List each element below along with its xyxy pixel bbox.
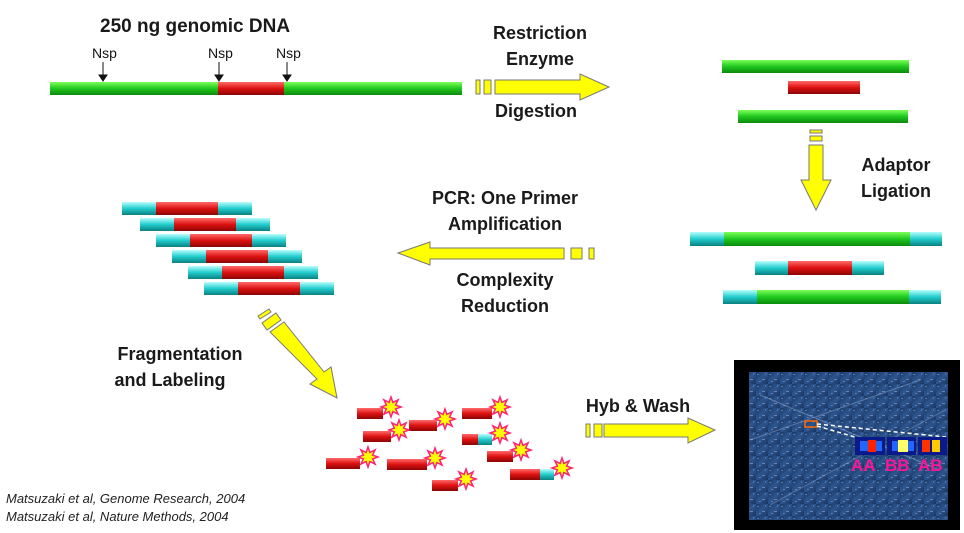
genotype-label-aa: AA <box>851 456 876 475</box>
citation-2: Matsuzaki et al, Nature Methods, 2004 <box>6 509 229 524</box>
nsp-site-arrows <box>98 62 292 82</box>
amplified-product-segment <box>140 218 174 231</box>
amplified-product-segment <box>188 266 222 279</box>
ligation-label-1: Adaptor <box>861 155 931 175</box>
amplified-product-segment <box>300 282 334 295</box>
labeled-fragment <box>510 469 540 480</box>
pcr-label-1: PCR: One Primer <box>431 188 579 208</box>
hyb-wash-arrow <box>585 417 717 444</box>
ligation-arrow <box>800 129 832 212</box>
fragmentation-label-1: Fragmentation <box>117 344 243 364</box>
amplified-product-segment <box>190 234 252 247</box>
complexity-label-2: Reduction <box>461 296 549 316</box>
label-starburst-icon <box>549 455 575 481</box>
labeled-fragment <box>462 434 478 445</box>
amplified-product-segment <box>268 250 302 263</box>
microarray-image <box>734 360 960 530</box>
amplified-product-segment <box>204 282 238 295</box>
digestion-label-mid: Enzyme <box>505 49 575 69</box>
pcr-arrow <box>396 241 595 266</box>
label-starburst-icon <box>378 394 404 420</box>
label-starburst-icon <box>487 420 513 446</box>
amplified-product-segment <box>284 266 318 279</box>
digestion-arrow <box>475 73 611 101</box>
labeled-fragment <box>409 420 437 431</box>
fragmentation-arrow <box>257 308 338 399</box>
genotype-label-bb: BB <box>885 456 910 475</box>
label-starburst-icon <box>355 444 381 470</box>
amplified-product-segment <box>156 234 190 247</box>
label-starburst-icon <box>453 466 479 492</box>
labeled-fragment-adaptor <box>478 434 492 445</box>
labeled-fragments <box>326 394 575 492</box>
digestion-label-bottom: Digestion <box>494 101 577 121</box>
pcr-label-2: Amplification <box>447 214 562 234</box>
ligated-fragments <box>690 232 942 304</box>
nsp-site-label-3: Nsp <box>276 45 301 61</box>
labeled-fragment <box>326 458 360 469</box>
amplified-product-segment <box>222 266 284 279</box>
labeled-fragment <box>357 408 383 419</box>
label-starburst-icon <box>422 445 448 471</box>
amplified-products <box>122 202 334 295</box>
amplified-product-segment <box>252 234 286 247</box>
amplified-product-segment <box>238 282 300 295</box>
labeled-fragment <box>462 408 492 419</box>
genotype-label-ab: AB <box>918 456 943 475</box>
genotype-cells <box>855 437 947 455</box>
amplified-product-segment <box>218 202 252 215</box>
amplified-product-segment <box>236 218 270 231</box>
amplified-product-segment <box>174 218 236 231</box>
nsp-site-label-1: Nsp <box>92 45 117 61</box>
complexity-label-1: Complexity <box>456 270 554 290</box>
citation-1: Matsuzaki et al, Genome Research, 2004 <box>6 491 246 506</box>
labeled-fragment-adaptor <box>540 469 554 480</box>
label-starburst-icon <box>487 394 513 420</box>
label-starburst-icon <box>508 437 534 463</box>
labeled-fragment <box>487 451 513 462</box>
amplified-product-segment <box>206 250 268 263</box>
amplified-product-segment <box>172 250 206 263</box>
digestion-label-top: Restriction <box>492 23 588 43</box>
label-starburst-icon <box>386 417 412 443</box>
amplified-product-segment <box>122 202 156 215</box>
fragmentation-label-2: and Labeling <box>114 370 226 390</box>
nsp-site-label-2: Nsp <box>208 45 233 61</box>
ligation-label-2: Ligation <box>861 181 931 201</box>
amplified-product-segment <box>156 202 218 215</box>
genomic-dna-strand <box>50 82 462 95</box>
diagram-title: 250 ng genomic DNA <box>100 16 291 37</box>
digested-fragments <box>722 60 909 123</box>
labeled-fragment <box>432 480 458 491</box>
labeled-fragment <box>363 431 391 442</box>
labeled-fragment <box>387 459 427 470</box>
label-starburst-icon <box>432 406 458 432</box>
hyb-wash-label: Hyb & Wash <box>585 396 691 416</box>
